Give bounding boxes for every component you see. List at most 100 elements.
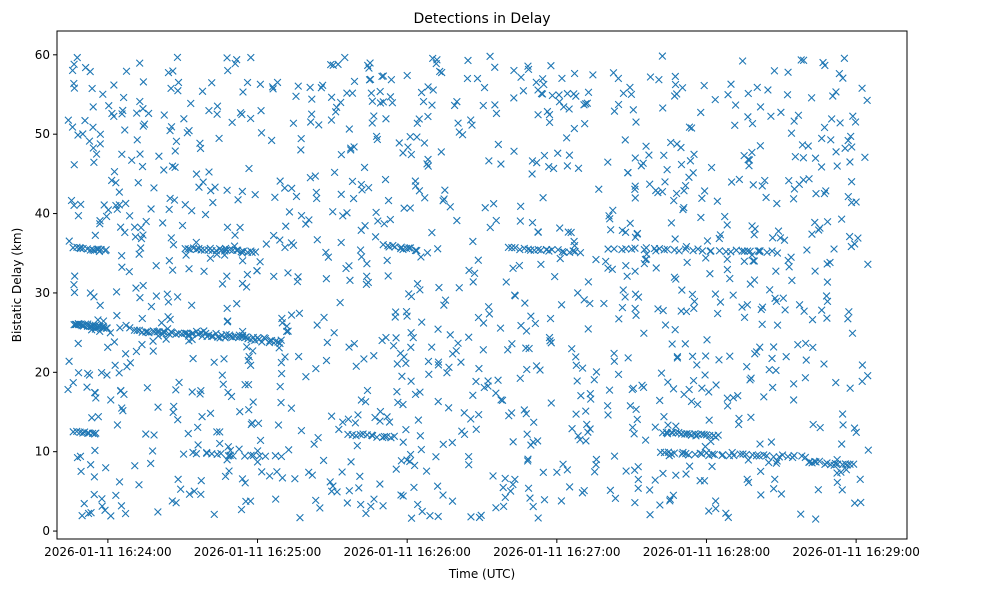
- data-point-marker: [269, 231, 278, 240]
- data-point-marker: [546, 314, 555, 323]
- data-point-marker: [492, 216, 501, 225]
- data-point-marker: [306, 118, 315, 126]
- data-point-marker: [137, 223, 145, 232]
- data-point-marker: [718, 450, 727, 459]
- data-point-marker: [811, 154, 820, 163]
- data-point-marker: [362, 272, 371, 281]
- data-point-marker: [174, 475, 182, 484]
- data-point-marker: [354, 484, 363, 492]
- data-point-marker: [845, 308, 853, 316]
- data-point-marker: [160, 111, 169, 119]
- data-point-marker: [497, 396, 505, 404]
- data-point-marker: [185, 490, 194, 498]
- data-point-marker: [748, 148, 756, 157]
- data-point-marker: [548, 91, 557, 100]
- data-point-marker: [831, 459, 840, 468]
- data-point-marker: [448, 350, 457, 358]
- data-point-marker: [479, 101, 488, 110]
- data-point-marker: [372, 132, 381, 141]
- data-point-marker: [770, 67, 779, 75]
- data-point-marker: [424, 112, 432, 121]
- data-point-marker: [536, 366, 544, 374]
- data-point-marker: [782, 352, 790, 361]
- data-point-marker: [125, 267, 134, 276]
- data-point-marker: [193, 423, 202, 432]
- data-point-marker: [276, 382, 284, 391]
- data-point-marker: [642, 244, 651, 252]
- data-point-marker: [682, 242, 691, 251]
- data-point-marker: [856, 475, 864, 484]
- data-point-marker: [609, 69, 618, 77]
- data-point-marker: [474, 256, 483, 265]
- data-point-marker: [428, 54, 437, 63]
- data-point-marker: [281, 222, 290, 230]
- data-point-marker: [584, 428, 592, 436]
- data-point-marker: [162, 335, 170, 343]
- data-point-marker: [660, 245, 669, 254]
- data-point-marker: [65, 357, 73, 366]
- data-point-marker: [186, 99, 195, 108]
- data-point-marker: [424, 155, 432, 164]
- data-point-marker: [845, 232, 854, 241]
- data-point-marker: [235, 407, 244, 416]
- data-point-marker: [626, 402, 635, 410]
- data-point-marker: [424, 162, 433, 170]
- data-point-marker: [631, 194, 640, 202]
- data-point-marker: [850, 240, 859, 248]
- data-point-marker: [501, 493, 510, 502]
- data-point-marker: [249, 398, 257, 406]
- data-point-marker: [509, 438, 517, 446]
- data-point-marker: [119, 93, 128, 102]
- data-point-marker: [749, 181, 758, 189]
- data-point-marker: [771, 294, 779, 303]
- data-point-marker: [663, 245, 672, 254]
- data-point-marker: [563, 89, 572, 98]
- data-point-marker: [740, 257, 749, 266]
- data-point-marker: [113, 421, 122, 429]
- data-point-marker: [417, 445, 426, 454]
- data-point-marker: [592, 255, 600, 264]
- data-point-marker: [799, 154, 808, 162]
- data-point-marker: [779, 294, 788, 302]
- data-point-marker: [809, 420, 817, 429]
- data-point-marker: [73, 53, 82, 62]
- data-point-marker: [92, 150, 101, 158]
- data-point-marker: [376, 480, 384, 488]
- data-point-marker: [242, 343, 251, 351]
- data-point-marker: [753, 83, 762, 92]
- data-point-marker: [406, 450, 415, 459]
- data-point-marker: [64, 385, 72, 394]
- data-point-marker: [809, 343, 817, 352]
- data-point-marker: [96, 216, 104, 225]
- data-point-marker: [99, 90, 107, 99]
- data-point-marker: [723, 221, 732, 229]
- data-point-marker: [171, 163, 179, 172]
- data-point-marker: [783, 90, 792, 99]
- data-point-marker: [87, 508, 95, 517]
- data-point-marker: [450, 101, 459, 110]
- data-point-marker: [700, 187, 709, 195]
- data-point-marker: [534, 110, 542, 119]
- data-point-marker: [372, 208, 380, 217]
- data-point-marker: [360, 163, 369, 172]
- data-point-marker: [465, 266, 473, 275]
- data-point-marker: [711, 497, 720, 505]
- data-point-marker: [715, 234, 724, 243]
- data-point-marker: [117, 404, 126, 412]
- data-point-marker: [747, 413, 755, 422]
- data-point-marker: [228, 118, 236, 127]
- data-point-marker: [665, 497, 674, 505]
- data-point-marker: [400, 204, 408, 213]
- data-point-marker: [693, 361, 701, 369]
- data-point-marker: [336, 98, 345, 107]
- data-point-marker: [523, 457, 532, 465]
- data-point-marker: [680, 203, 688, 212]
- data-point-marker: [112, 491, 120, 500]
- data-point-marker: [414, 416, 423, 424]
- data-point-marker: [269, 272, 278, 281]
- data-point-marker: [559, 460, 567, 469]
- data-point-marker: [836, 119, 844, 127]
- data-point-marker: [664, 378, 672, 386]
- data-point-marker: [567, 228, 575, 237]
